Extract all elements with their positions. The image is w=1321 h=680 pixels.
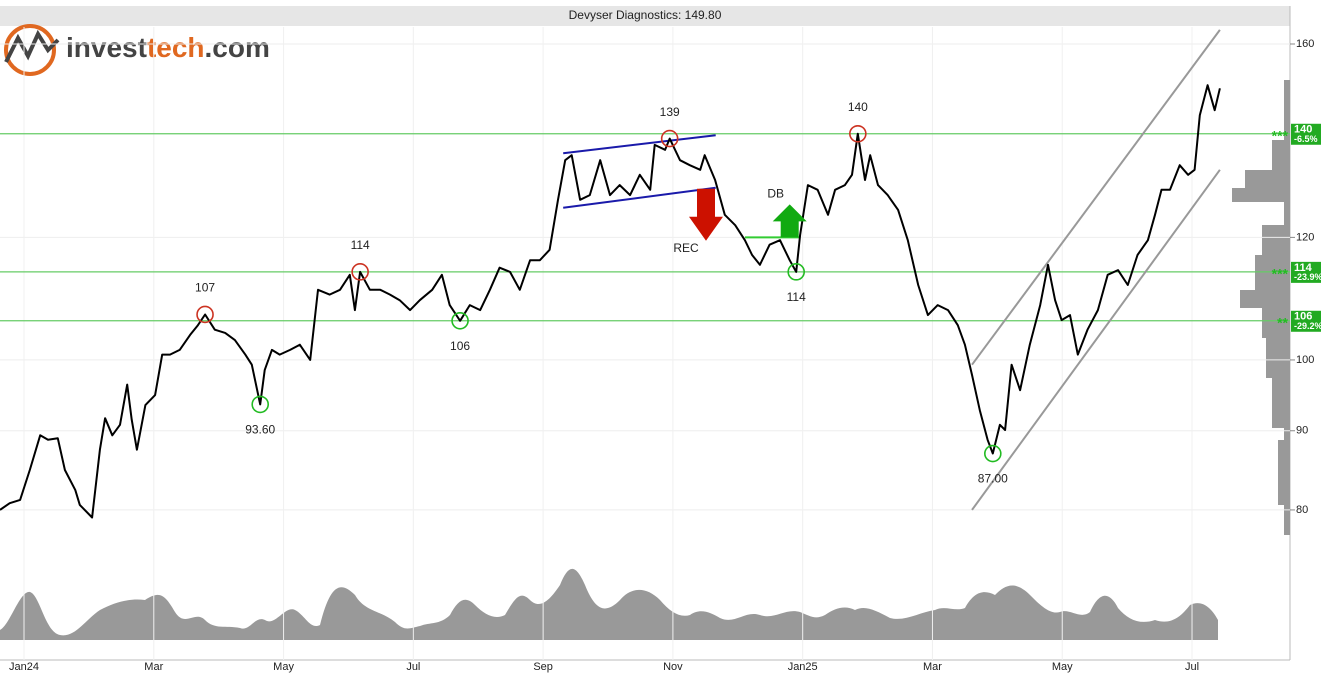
- signal-arrow: [772, 204, 807, 238]
- logo-part: tech: [147, 32, 205, 63]
- extreme-marker: [849, 124, 867, 143]
- extreme-label: 107: [195, 281, 215, 295]
- channel-line: [971, 169, 1221, 511]
- extreme-marker: [451, 311, 469, 330]
- pattern-line: [563, 134, 716, 155]
- extreme-marker: [251, 395, 270, 414]
- level-change: -29.2%: [1294, 321, 1321, 331]
- logo-text: investtech.com: [66, 32, 270, 63]
- level-change: -23.9%: [1294, 272, 1321, 282]
- signal-label: REC: [673, 241, 699, 255]
- signal-arrow: [688, 188, 723, 241]
- extreme-marker: [660, 129, 679, 148]
- volume-area: [0, 568, 1218, 640]
- extreme-label: 114: [787, 290, 806, 304]
- extreme-marker: [351, 263, 369, 281]
- level-badge: [1291, 261, 1321, 283]
- x-tick-label: Jan24: [9, 661, 39, 673]
- level-stars: **: [1277, 314, 1288, 330]
- x-tick-label: Jul: [1185, 661, 1199, 673]
- title-bar: [0, 6, 1290, 26]
- extreme-label: 114: [351, 238, 370, 252]
- level-value: 140: [1294, 124, 1312, 136]
- volume-profile: [1232, 80, 1290, 535]
- logo-part: invest: [66, 32, 147, 63]
- price-line: [0, 84, 1221, 519]
- y-tick-label: 120: [1296, 231, 1314, 243]
- extreme-label: 140: [848, 100, 868, 114]
- pattern-line: [563, 186, 716, 209]
- x-tick-label: Sep: [533, 661, 553, 673]
- x-tick-label: Jul: [406, 661, 420, 673]
- x-tick-label: Nov: [663, 661, 683, 673]
- level-value: 106: [1294, 311, 1312, 323]
- x-tick-label: May: [1052, 661, 1073, 673]
- level-badge: [1291, 123, 1321, 145]
- y-tick-label: 160: [1296, 38, 1314, 50]
- y-tick-label: 100: [1296, 354, 1314, 366]
- x-tick-label: Jan25: [788, 661, 818, 673]
- x-tick-label: Mar: [923, 661, 942, 673]
- logo: investtech.com: [4, 24, 270, 76]
- extreme-label: 87.00: [978, 472, 1008, 486]
- extreme-marker: [787, 263, 805, 281]
- logo-part: .com: [205, 32, 270, 63]
- x-tick-label: Mar: [144, 661, 163, 673]
- level-badge: [1291, 310, 1321, 332]
- extreme-marker: [984, 444, 1002, 463]
- extreme-label: 139: [660, 105, 680, 119]
- channel-line: [971, 29, 1221, 366]
- level-value: 114: [1294, 262, 1313, 274]
- y-tick-label: 90: [1296, 425, 1308, 437]
- chart-title: Devyser Diagnostics: 149.80: [569, 8, 722, 22]
- signal-label: DB: [767, 187, 784, 201]
- level-stars: ***: [1272, 127, 1289, 143]
- extreme-marker: [196, 305, 214, 324]
- extreme-label: 106: [450, 339, 470, 353]
- level-change: -6.5%: [1294, 134, 1318, 144]
- extreme-label: 93.60: [245, 423, 275, 437]
- x-tick-label: May: [273, 661, 294, 673]
- y-tick-label: 80: [1296, 504, 1308, 516]
- level-stars: ***: [1272, 266, 1289, 282]
